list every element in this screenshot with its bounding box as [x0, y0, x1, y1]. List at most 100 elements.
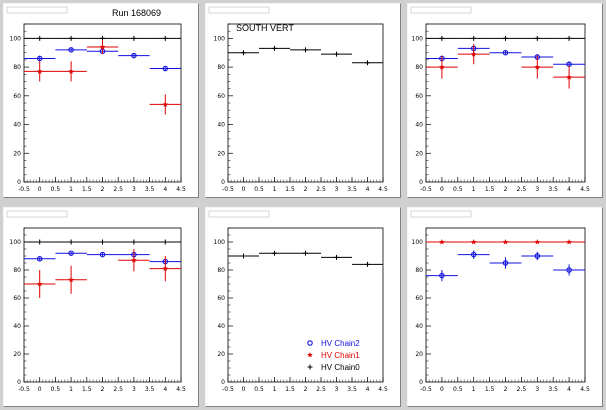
- data-point: [470, 51, 477, 57]
- data-point: [36, 256, 43, 262]
- x-tick-label: -0.5: [222, 386, 234, 393]
- data-point: [534, 239, 541, 245]
- y-tick-label: 40: [415, 122, 423, 129]
- data-point: [37, 35, 43, 41]
- x-tick-label: 3.5: [145, 386, 155, 393]
- data-point: [439, 272, 445, 279]
- pad-title-box: [6, 210, 68, 218]
- legend-marker: [307, 364, 313, 370]
- y-tick-label: 40: [217, 323, 225, 330]
- y-tick-label: 20: [13, 150, 21, 157]
- x-tick-label: 0: [242, 386, 246, 393]
- y-tick-label: 20: [415, 351, 423, 358]
- data-point: [68, 47, 74, 53]
- y-tick-label: 80: [217, 267, 225, 274]
- pad-title-box: [410, 6, 472, 14]
- x-tick-label: 3.5: [548, 186, 558, 193]
- data-point: [68, 35, 74, 41]
- data-point: [303, 47, 308, 53]
- y-tick-label: 100: [412, 239, 424, 246]
- y-tick-label: 80: [13, 267, 21, 274]
- x-tick-label: 2.5: [316, 386, 326, 393]
- data-point: [566, 239, 572, 245]
- plot-pad-5: 0 20 40 60 80 100 -0.5 0 0.5 1 1.5 2 2.5 3 3.5 4 4.5 HV C…: [205, 207, 401, 407]
- y-tick-label: 60: [13, 93, 21, 100]
- x-tick-label: 2: [504, 186, 508, 193]
- y-tick-label: 80: [415, 64, 423, 71]
- x-tick-label: -0.5: [18, 186, 30, 193]
- data-point: [131, 35, 137, 41]
- y-tick-label: 100: [214, 239, 226, 246]
- y-tick-label: 0: [221, 179, 225, 186]
- plot-pad-6: 0 20 40 60 80 100 -0.5 0 0.5 1 1.5 2 2.5 3 3.5 4 4.5: [407, 207, 603, 407]
- x-tick-label: 0: [242, 186, 246, 193]
- legend-marker: [307, 352, 313, 358]
- y-tick-label: 60: [13, 295, 21, 302]
- data-point: [68, 239, 74, 245]
- x-tick-label: 0.5: [453, 186, 463, 193]
- y-tick-label: 20: [217, 150, 225, 157]
- data-point: [503, 35, 508, 41]
- x-tick-label: 1: [69, 386, 73, 393]
- data-point: [131, 257, 137, 263]
- x-tick-label: 2.5: [113, 186, 123, 193]
- data-point: [566, 35, 572, 41]
- y-tick-label: 80: [217, 64, 225, 71]
- plot-frame: [425, 23, 586, 183]
- x-tick-label: 3.5: [145, 186, 155, 193]
- legend-label: HV Chain1: [321, 351, 360, 360]
- x-tick-label: 2: [504, 386, 508, 393]
- x-tick-label: 4.5: [176, 186, 186, 193]
- y-tick-label: 60: [217, 295, 225, 302]
- data-point: [365, 261, 370, 267]
- y-tick-label: 40: [13, 323, 21, 330]
- x-tick-label: 1.5: [485, 386, 495, 393]
- x-tick-label: 2.5: [517, 386, 527, 393]
- x-tick-label: 3: [335, 186, 339, 193]
- x-tick-label: 4.5: [378, 186, 388, 193]
- plot-pad-4: 0 20 40 60 80 100 -0.5 0 0.5 1 1.5 2 2.5 3 3.5 4 4.5: [3, 207, 199, 407]
- legend-label: HV Chain0: [321, 363, 360, 372]
- x-tick-label: 1.5: [82, 386, 92, 393]
- x-tick-label: 0.5: [254, 186, 264, 193]
- x-tick-label: 3.5: [548, 386, 558, 393]
- data-point: [334, 254, 339, 260]
- y-tick-label: 0: [17, 379, 21, 386]
- x-tick-label: 1: [69, 186, 73, 193]
- x-tick-label: 4.5: [580, 386, 590, 393]
- data-point: [470, 251, 477, 258]
- y-tick-label: 20: [217, 351, 225, 358]
- y-tick-label: 40: [217, 122, 225, 129]
- x-tick-label: 4: [163, 186, 167, 193]
- x-tick-label: 2.5: [113, 386, 123, 393]
- data-point: [502, 239, 509, 245]
- legend: HV Chain2 HV Chain1 HV Chain0: [307, 339, 360, 372]
- x-tick-label: 3: [132, 186, 136, 193]
- x-tick-label: 4.5: [580, 186, 590, 193]
- data-point: [439, 35, 445, 41]
- x-tick-label: 2: [101, 386, 105, 393]
- y-tick-label: 100: [10, 239, 22, 246]
- plot-pad-1: 0 20 40 60 80 100 -0.5 0 0.5 1 1.5 2 2.5 3 3.5 4 4.5 Run …: [3, 3, 199, 198]
- y-tick-label: 60: [415, 93, 423, 100]
- x-tick-label: 2: [304, 386, 308, 393]
- x-tick-label: 4: [163, 386, 167, 393]
- x-tick-label: 0.5: [254, 386, 264, 393]
- y-tick-label: 0: [17, 179, 21, 186]
- y-tick-label: 80: [415, 267, 423, 274]
- data-point: [36, 281, 43, 287]
- run-label: Run 168069: [112, 8, 161, 18]
- x-tick-label: 3: [535, 186, 539, 193]
- y-tick-label: 40: [13, 122, 21, 129]
- data-point: [470, 239, 477, 245]
- x-tick-label: 2: [304, 186, 308, 193]
- x-tick-label: 4: [366, 186, 370, 193]
- x-tick-label: 1: [472, 386, 476, 393]
- x-tick-label: 4.5: [378, 386, 388, 393]
- data-point: [534, 64, 541, 70]
- pad-title-box: [208, 6, 270, 14]
